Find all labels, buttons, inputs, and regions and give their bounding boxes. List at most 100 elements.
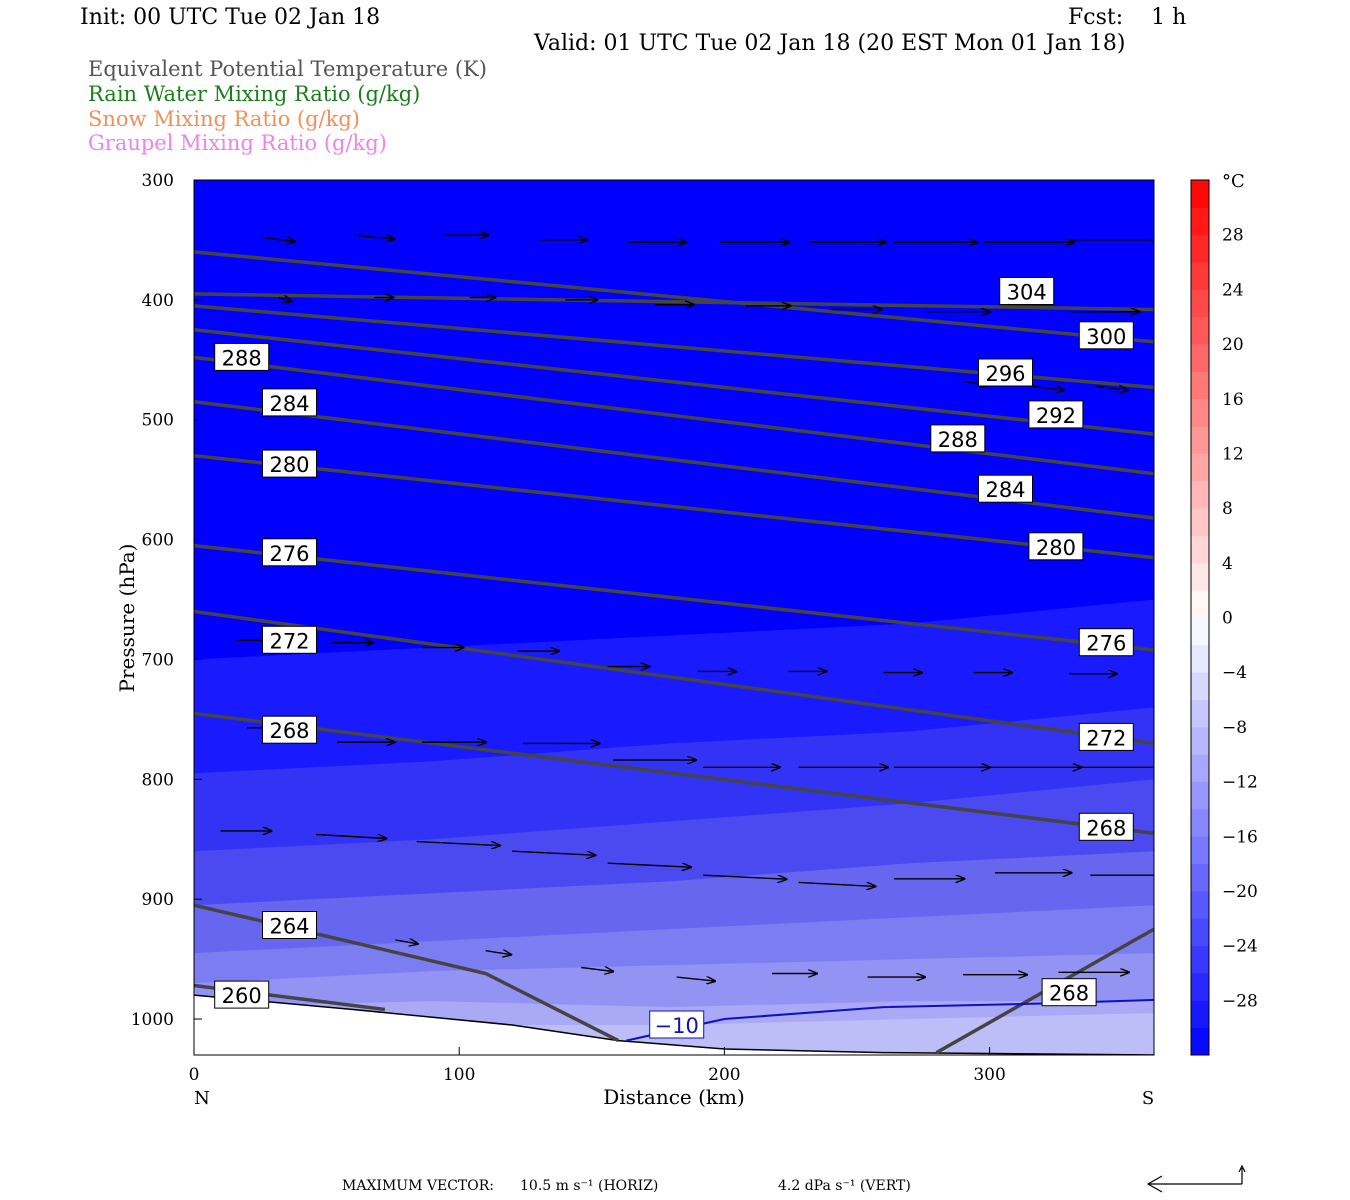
contour-label-text: 288 — [222, 346, 262, 370]
colorbar-swatch — [1191, 180, 1209, 208]
valid-time: Valid: 01 UTC Tue 02 Jan 18 (20 EST Mon … — [534, 31, 1126, 56]
contour-label-box — [978, 474, 1033, 503]
wind-vector — [703, 874, 786, 879]
temperature-shading — [194, 180, 1154, 1055]
contour-label-box — [649, 1010, 705, 1039]
colorbar-label: −12 — [1222, 773, 1258, 793]
init-time: Init: 00 UTC Tue 02 Jan 18 — [80, 5, 381, 30]
contour-label-box — [1078, 628, 1134, 657]
x-tick-label: 100 — [443, 1065, 475, 1085]
colorbar-swatch — [1191, 371, 1209, 400]
theta-e-label: 268 — [262, 715, 317, 744]
forecast-hour: Fcst: 1 h — [1068, 5, 1187, 30]
colorbar-swatch — [1191, 945, 1209, 974]
contour-label-text: 268 — [269, 719, 309, 743]
colorbar-swatch — [1191, 973, 1209, 1001]
x-tick-label: 0 — [189, 1065, 200, 1085]
legend-graupel: Graupel Mixing Ratio (g/kg) — [88, 131, 387, 155]
theta-e-label: 304 — [999, 277, 1055, 305]
colorbar-label: 16 — [1222, 390, 1244, 410]
colorbar-swatch — [1191, 699, 1209, 728]
contour-label-text: 264 — [269, 915, 309, 939]
colorbar-swatch — [1191, 426, 1209, 454]
colorbar-label: 4 — [1222, 554, 1233, 574]
contour-label-box — [262, 449, 317, 478]
legend-snow: Snow Mixing Ratio (g/kg) — [88, 107, 360, 131]
wind-vector — [395, 940, 418, 944]
contour-label-box — [1028, 532, 1084, 561]
colorbar-label: 20 — [1222, 335, 1244, 355]
theta-e-line-288 — [194, 355, 1154, 476]
contour-label-text: 284 — [269, 392, 309, 416]
colorbar-swatch — [1191, 918, 1209, 947]
y-tick-label: 500 — [142, 411, 174, 431]
contour-labels: 304 300 296 292 288 288 284 284 280 280 276 276 272 2… — [214, 277, 1134, 1039]
contour-label-text: 260 — [222, 984, 262, 1008]
wind-vector — [416, 840, 500, 846]
colorbar-swatch — [1191, 863, 1209, 892]
contour-label-box — [214, 980, 270, 1009]
colorbar-label: −16 — [1222, 827, 1258, 847]
colorbar-swatch — [1191, 726, 1209, 755]
wind-vector — [676, 977, 715, 981]
contour-label-box — [262, 388, 317, 417]
theta-e-label: 296 — [978, 358, 1033, 387]
contour-label-box — [1041, 978, 1097, 1007]
colorbar-label: −28 — [1222, 991, 1258, 1011]
colorbar-swatch — [1191, 453, 1209, 482]
y-tick-label: 300 — [142, 171, 174, 191]
x-end-label-north: N — [194, 1088, 210, 1109]
theta-e-label: 284 — [978, 474, 1033, 503]
axes: 300 400 500 600 700 800 900 1000 0 100 200 300 — [131, 171, 1006, 1085]
legend-rain: Rain Water Mixing Ratio (g/kg) — [88, 82, 421, 106]
contour-label-text: 296 — [985, 362, 1025, 386]
theta-e-contours — [194, 250, 1154, 1055]
y-tick-label: 900 — [142, 890, 174, 910]
theta-e-label: 272 — [262, 625, 317, 654]
colorbar-swatch — [1191, 262, 1209, 290]
theta-e-label: 292 — [1028, 400, 1084, 429]
colorbar: 28 24 20 16 12 8 4 0 −4 −8 −12 −16 −20 −24 −28 — [1190, 179, 1258, 1056]
theta-e-line-280 — [194, 453, 1154, 560]
contour-label-text: 268 — [1086, 816, 1126, 840]
y-tick-label: 1000 — [131, 1010, 174, 1030]
contour-label-text: 280 — [1036, 536, 1076, 560]
theta-e-label: 280 — [262, 449, 317, 478]
colorbar-label: 24 — [1222, 280, 1244, 300]
temp-contour-label: −10 — [649, 1010, 705, 1039]
contour-label-box — [262, 538, 317, 567]
colorbar-swatch — [1191, 590, 1209, 618]
y-tick-label: 400 — [142, 291, 174, 311]
contour-label-box — [262, 911, 317, 939]
x-axis-label: Distance (km) — [603, 1085, 745, 1109]
colorbar-frame — [1190, 179, 1210, 1056]
colorbar-swatch — [1191, 398, 1209, 427]
theta-e-line-304 — [194, 292, 1154, 312]
contour-label-box — [999, 277, 1055, 305]
colorbar-swatch — [1191, 1027, 1209, 1056]
colorbar-swatch — [1191, 480, 1209, 509]
colorbar-swatch — [1191, 1000, 1209, 1029]
colorbar-swatch — [1191, 289, 1209, 318]
theta-e-line-292 — [194, 328, 1154, 436]
contour-label-text: 304 — [1007, 281, 1047, 305]
colorbar-swatch — [1191, 617, 1209, 646]
contour-label-box — [1028, 400, 1084, 429]
contour-label-box — [978, 358, 1033, 387]
theta-e-label: 268 — [1041, 978, 1097, 1007]
colorbar-label: 8 — [1222, 499, 1233, 519]
colorbar-label: 0 — [1222, 609, 1233, 629]
colorbar-label: −24 — [1222, 937, 1258, 957]
colorbar-swatch — [1191, 562, 1209, 591]
contour-label-text: 268 — [1049, 982, 1089, 1006]
colorbar-label: −20 — [1222, 882, 1258, 902]
contour-label-text: 280 — [269, 453, 309, 477]
wind-vector — [1095, 386, 1128, 390]
y-axis-label: Pressure (hPa) — [115, 544, 139, 693]
max-vector-horiz: 10.5 m s⁻¹ (HORIZ) — [520, 1178, 659, 1194]
y-tick-label: 600 — [142, 531, 174, 551]
colorbar-label: −8 — [1222, 718, 1247, 738]
theta-e-label: 288 — [214, 342, 270, 371]
contour-label-text: 276 — [269, 542, 309, 566]
theta-e-line-268 — [194, 711, 1154, 836]
